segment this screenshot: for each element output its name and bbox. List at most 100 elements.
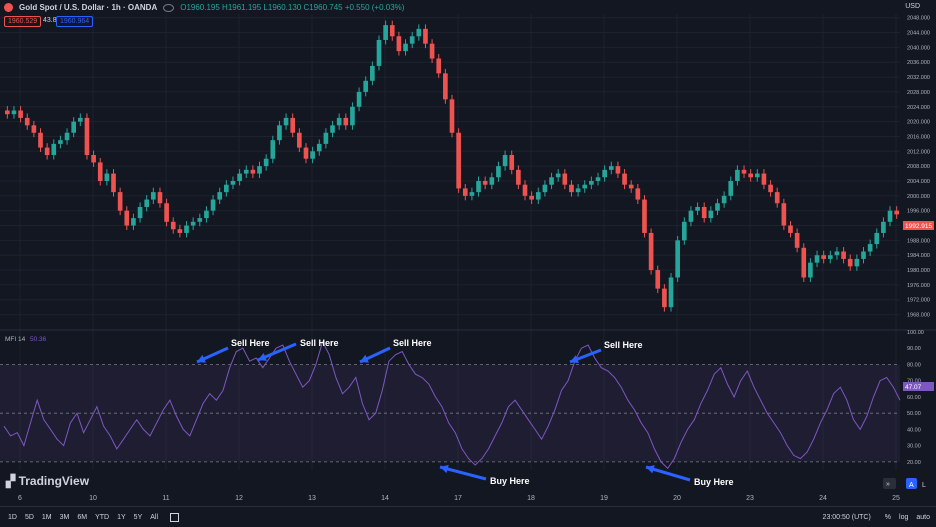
candle-body [761,173,767,185]
annotation-label: Sell Here [604,340,643,350]
price-axis: 1968.000 1972.000 1976.000 1980.000 1984.000… [907,16,930,319]
candle-body [496,166,501,178]
candle-body [741,169,747,174]
candle-body [336,117,342,126]
candle-body [814,255,820,263]
candle-body [18,110,23,118]
candle-body [728,180,734,196]
range-ytd-button[interactable]: YTD [95,513,110,521]
range-5y-button[interactable]: 5Y [133,513,143,521]
price-tick-label: 2032.000 [907,75,930,81]
candle-body [436,58,442,74]
buy-price-badge[interactable]: 1960.964 [56,16,94,27]
price-candles[interactable] [4,20,900,312]
auto-scale-A-button[interactable] [906,478,917,489]
candle-body [383,25,388,40]
calendar-icon[interactable] [170,512,180,522]
log-toggle[interactable]: log [899,513,909,521]
time-tick-label: 19 [600,495,608,502]
candle-body [509,155,515,170]
time-tick-label: 11 [162,495,169,502]
candle-body [635,188,641,200]
candle-body [449,99,455,133]
candle-body [655,270,661,289]
range-3m-button[interactable]: 3M [59,513,70,521]
candle-body [363,80,369,92]
time-tick-label: 25 [892,495,900,502]
annotation-arrowhead [646,465,655,474]
annotation-arrowhead [360,354,369,363]
candle-body [834,251,840,256]
candle-body [662,288,667,308]
candle-body [688,210,694,222]
time-tick-label: 23 [746,495,754,502]
candle-body [516,169,521,185]
candle-body [881,221,886,233]
candle-body [283,117,289,126]
range-1m-button[interactable]: 1M [41,513,52,521]
candle-body [277,125,282,141]
candle-body [575,188,581,193]
candle-body [429,43,435,59]
candle-body [668,277,674,308]
candle-body [290,117,296,133]
currency-label[interactable]: USD [905,3,920,10]
candle-body [350,106,355,126]
candle-body [535,192,541,200]
sell-price-badge[interactable]: 1960.529 [4,16,42,27]
candle-body [184,225,189,233]
candle-body [827,255,833,259]
candle-body [190,221,196,226]
symbol-title[interactable]: Gold Spot / U.S. Dollar · 1h · OANDA [19,3,158,12]
bottom-toolbar: 1D 5D 1M 3M 6M YTD 1Y 5Y All 23:00:50 (U… [0,506,936,527]
mfi-line[interactable] [3,340,901,470]
price-tick-label: 2000.000 [907,194,930,200]
percent-toggle[interactable]: % [884,513,892,521]
mfi-value-label: 47.07 [905,384,922,391]
candle-body [117,192,123,211]
symbol-logo-icon[interactable] [4,3,13,12]
scroll-to-realtime-button[interactable] [883,478,896,489]
candle-body [701,206,707,219]
candle-body [549,177,554,185]
price-tick-label: 2004.000 [907,179,930,185]
last-price-label: 1992.915 [905,223,932,230]
annotation-arrowhead [440,464,449,474]
price-tick-label: 2048.000 [907,16,930,22]
annotation-label: Sell Here [231,338,270,348]
range-6m-button[interactable]: 6M [77,513,88,521]
candle-body [469,192,475,196]
range-5d-button[interactable]: 5D [24,513,34,521]
eye-icon[interactable] [163,3,175,12]
candle-body [330,125,335,133]
candle-body [562,173,568,185]
mfi-value-tag [903,382,934,391]
range-1d-button[interactable]: 1D [8,513,17,521]
candle-body [615,166,621,174]
letter-A-icon: A [909,482,914,489]
candle-body [489,177,495,185]
mfi-tick-label: 90.00 [907,346,921,352]
annotation-label: Sell Here [393,338,432,348]
annotation-label: Sell Here [300,338,339,348]
candle-body [801,247,807,278]
range-all-button[interactable]: All [150,513,159,521]
candle-body [356,91,362,107]
price-tick-label: 2024.000 [907,105,930,111]
time-tick-label: 10 [89,495,97,502]
range-1y-button[interactable]: 1Y [117,513,126,521]
annotations: Sell Here Sell Here Sell Here Sell Here Buy … [196,338,734,487]
annotation-label: Buy Here [490,476,530,486]
auto-toggle[interactable]: auto [916,513,930,521]
price-tick-label: 1968.000 [907,313,930,319]
clock-time[interactable]: 23:00:50 (UTC) [822,513,871,521]
letter-L-icon[interactable]: L [922,482,926,489]
mfi-legend-name[interactable]: MFI 14 [5,336,26,343]
candle-body [462,188,468,196]
candle-body [343,117,349,126]
candle-body [151,192,156,200]
price-tick-label: 1984.000 [907,253,930,259]
price-tick-label: 1996.000 [907,209,930,215]
candle-body [257,166,262,174]
mfi-tick-label: 100.00 [907,330,924,336]
